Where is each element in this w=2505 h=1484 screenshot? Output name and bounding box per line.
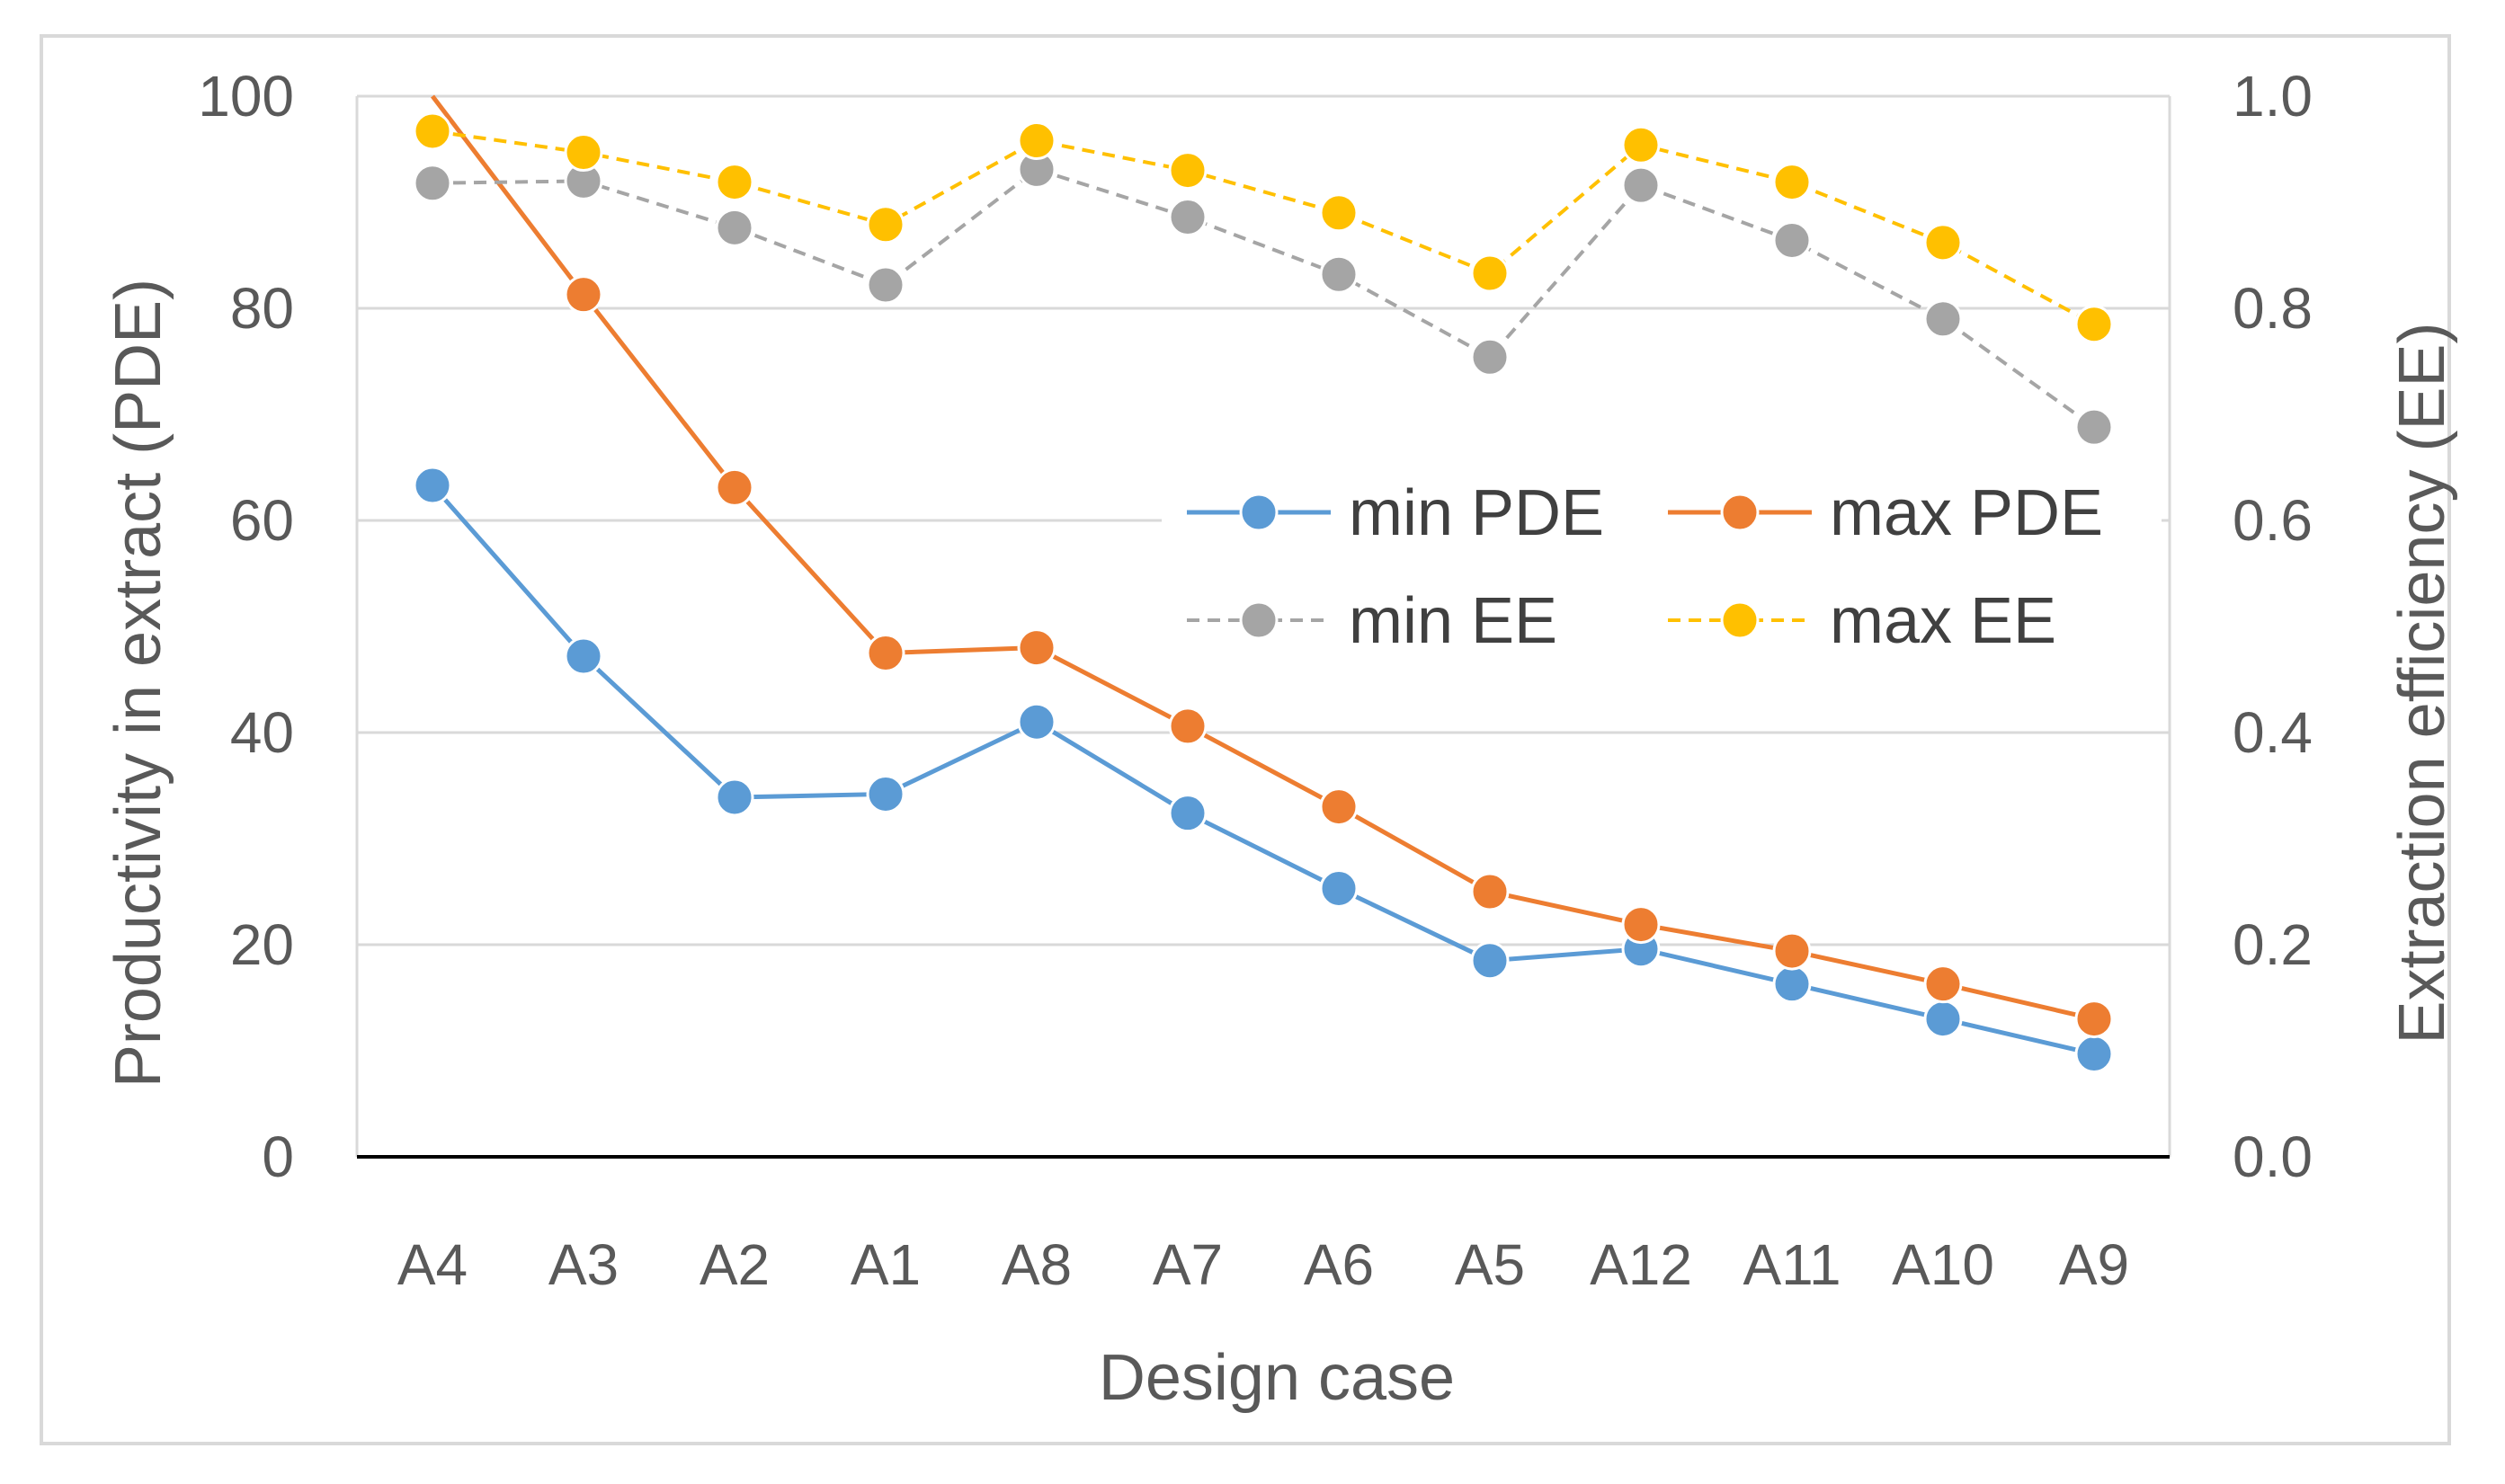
data-point-min-pde [866, 774, 905, 813]
data-point-max-ee [413, 111, 452, 151]
data-point-max-pde [1470, 872, 1510, 911]
x-tick-label: A9 [2059, 1232, 2129, 1297]
legend: min PDE max PDE min EE max EE [1187, 477, 2103, 657]
data-point-max-pde [1621, 905, 1661, 945]
series-line-max-ee [432, 129, 2095, 326]
data-point-min-pde [715, 778, 754, 817]
data-point-max-pde [1319, 787, 1359, 827]
data-point-min-ee [715, 208, 754, 247]
series-markers [413, 111, 2114, 1074]
data-point-max-ee [866, 205, 905, 244]
y2-tick-label: 0.2 [2233, 912, 2313, 977]
legend-marker-min-pde [1239, 493, 1279, 532]
data-point-min-pde [1772, 964, 1812, 1004]
y2-tick-label: 0.0 [2233, 1124, 2313, 1189]
x-tick-label: A7 [1153, 1232, 1223, 1297]
y-tick-label: 20 [230, 912, 294, 977]
gridlines [357, 94, 2170, 946]
tick-labels: 0 0.0 20 0.2 40 0.4 60 0.6 80 0.8 100 1.0 A4 A3 A2 A1 A8… [198, 64, 2313, 1297]
y2-tick-label: 0.4 [2233, 700, 2313, 765]
data-point-min-pde [564, 636, 603, 676]
data-point-min-pde [1168, 794, 1208, 833]
legend-label-min-ee: min EE [1349, 585, 1557, 657]
y2-axis-title: Extraction efficiency (EE) [2386, 323, 2458, 1044]
data-point-max-ee [1923, 223, 1963, 262]
x-tick-label: A12 [1590, 1232, 1692, 1297]
data-point-max-ee [2074, 305, 2114, 344]
data-point-min-pde [1470, 941, 1510, 981]
x-tick-label: A6 [1304, 1232, 1374, 1297]
x-tick-label: A2 [700, 1232, 770, 1297]
data-point-max-pde [564, 275, 603, 315]
legend-label-max-pde: max PDE [1830, 477, 2103, 549]
data-point-min-pde [2074, 1035, 2114, 1074]
data-point-max-pde [866, 634, 905, 672]
data-point-max-ee [1621, 125, 1661, 164]
data-point-max-ee [1017, 121, 1056, 161]
data-point-max-ee [564, 133, 603, 173]
x-tick-label: A4 [397, 1232, 468, 1297]
data-point-max-ee [1470, 253, 1510, 293]
data-point-min-ee [1772, 220, 1812, 260]
series-line-min-ee [432, 167, 2096, 429]
y-tick-label: 0 [262, 1124, 294, 1189]
data-point-max-pde [1168, 706, 1208, 746]
legend-marker-min-ee [1239, 600, 1279, 640]
x-tick-label: A3 [548, 1232, 619, 1297]
data-point-min-pde [1923, 1000, 1963, 1039]
y-tick-label: 100 [198, 64, 294, 129]
y2-tick-label: 0.8 [2233, 276, 2313, 341]
x-axis-title: Design case [1099, 1342, 1455, 1414]
data-point-min-ee [1470, 337, 1510, 377]
y2-tick-label: 0.6 [2233, 488, 2313, 553]
data-point-max-ee [1772, 163, 1812, 202]
series-line-max-pde [431, 94, 2095, 1022]
data-point-max-pde [1923, 964, 1963, 1004]
data-point-max-pde [1772, 931, 1812, 971]
series-lines [431, 94, 2096, 1056]
y-tick-label: 60 [230, 488, 294, 553]
data-point-min-ee [1621, 165, 1661, 205]
data-point-min-ee [1168, 198, 1208, 237]
legend-marker-max-ee [1720, 600, 1760, 640]
data-point-min-ee [866, 265, 905, 305]
axes [355, 96, 2171, 1159]
x-tick-label: A11 [1743, 1232, 1841, 1297]
y-tick-label: 40 [230, 700, 294, 765]
data-point-max-pde [2074, 1000, 2114, 1039]
series-line-min-pde [431, 484, 2095, 1056]
x-tick-label: A1 [851, 1232, 921, 1297]
data-point-min-pde [413, 466, 452, 505]
legend-background [1162, 447, 2162, 662]
data-point-max-pde [1017, 628, 1056, 668]
chart-frame [40, 34, 2451, 1445]
data-point-min-pde [1319, 868, 1359, 908]
data-point-min-ee [1319, 254, 1359, 294]
data-point-min-ee [2074, 407, 2114, 447]
x-tick-label: A10 [1892, 1232, 1994, 1297]
legend-marker-max-pde [1720, 493, 1760, 532]
data-point-min-ee [1923, 299, 1963, 339]
legend-label-min-pde: min PDE [1349, 477, 1604, 549]
data-point-max-pde [715, 467, 754, 507]
data-point-max-ee [1168, 151, 1208, 191]
x-tick-label: A5 [1455, 1232, 1525, 1297]
data-point-min-ee [413, 164, 452, 203]
y-axis-title: Productivity in extract (PDE) [103, 279, 174, 1088]
legend-label-max-ee: max EE [1830, 585, 2056, 657]
data-point-max-ee [1319, 193, 1359, 233]
data-point-min-pde [1017, 702, 1056, 742]
y2-tick-label: 1.0 [2233, 64, 2313, 129]
y-tick-label: 80 [230, 276, 294, 341]
x-tick-label: A8 [1002, 1232, 1072, 1297]
legend-background [1162, 447, 2162, 662]
data-point-max-ee [715, 163, 754, 202]
